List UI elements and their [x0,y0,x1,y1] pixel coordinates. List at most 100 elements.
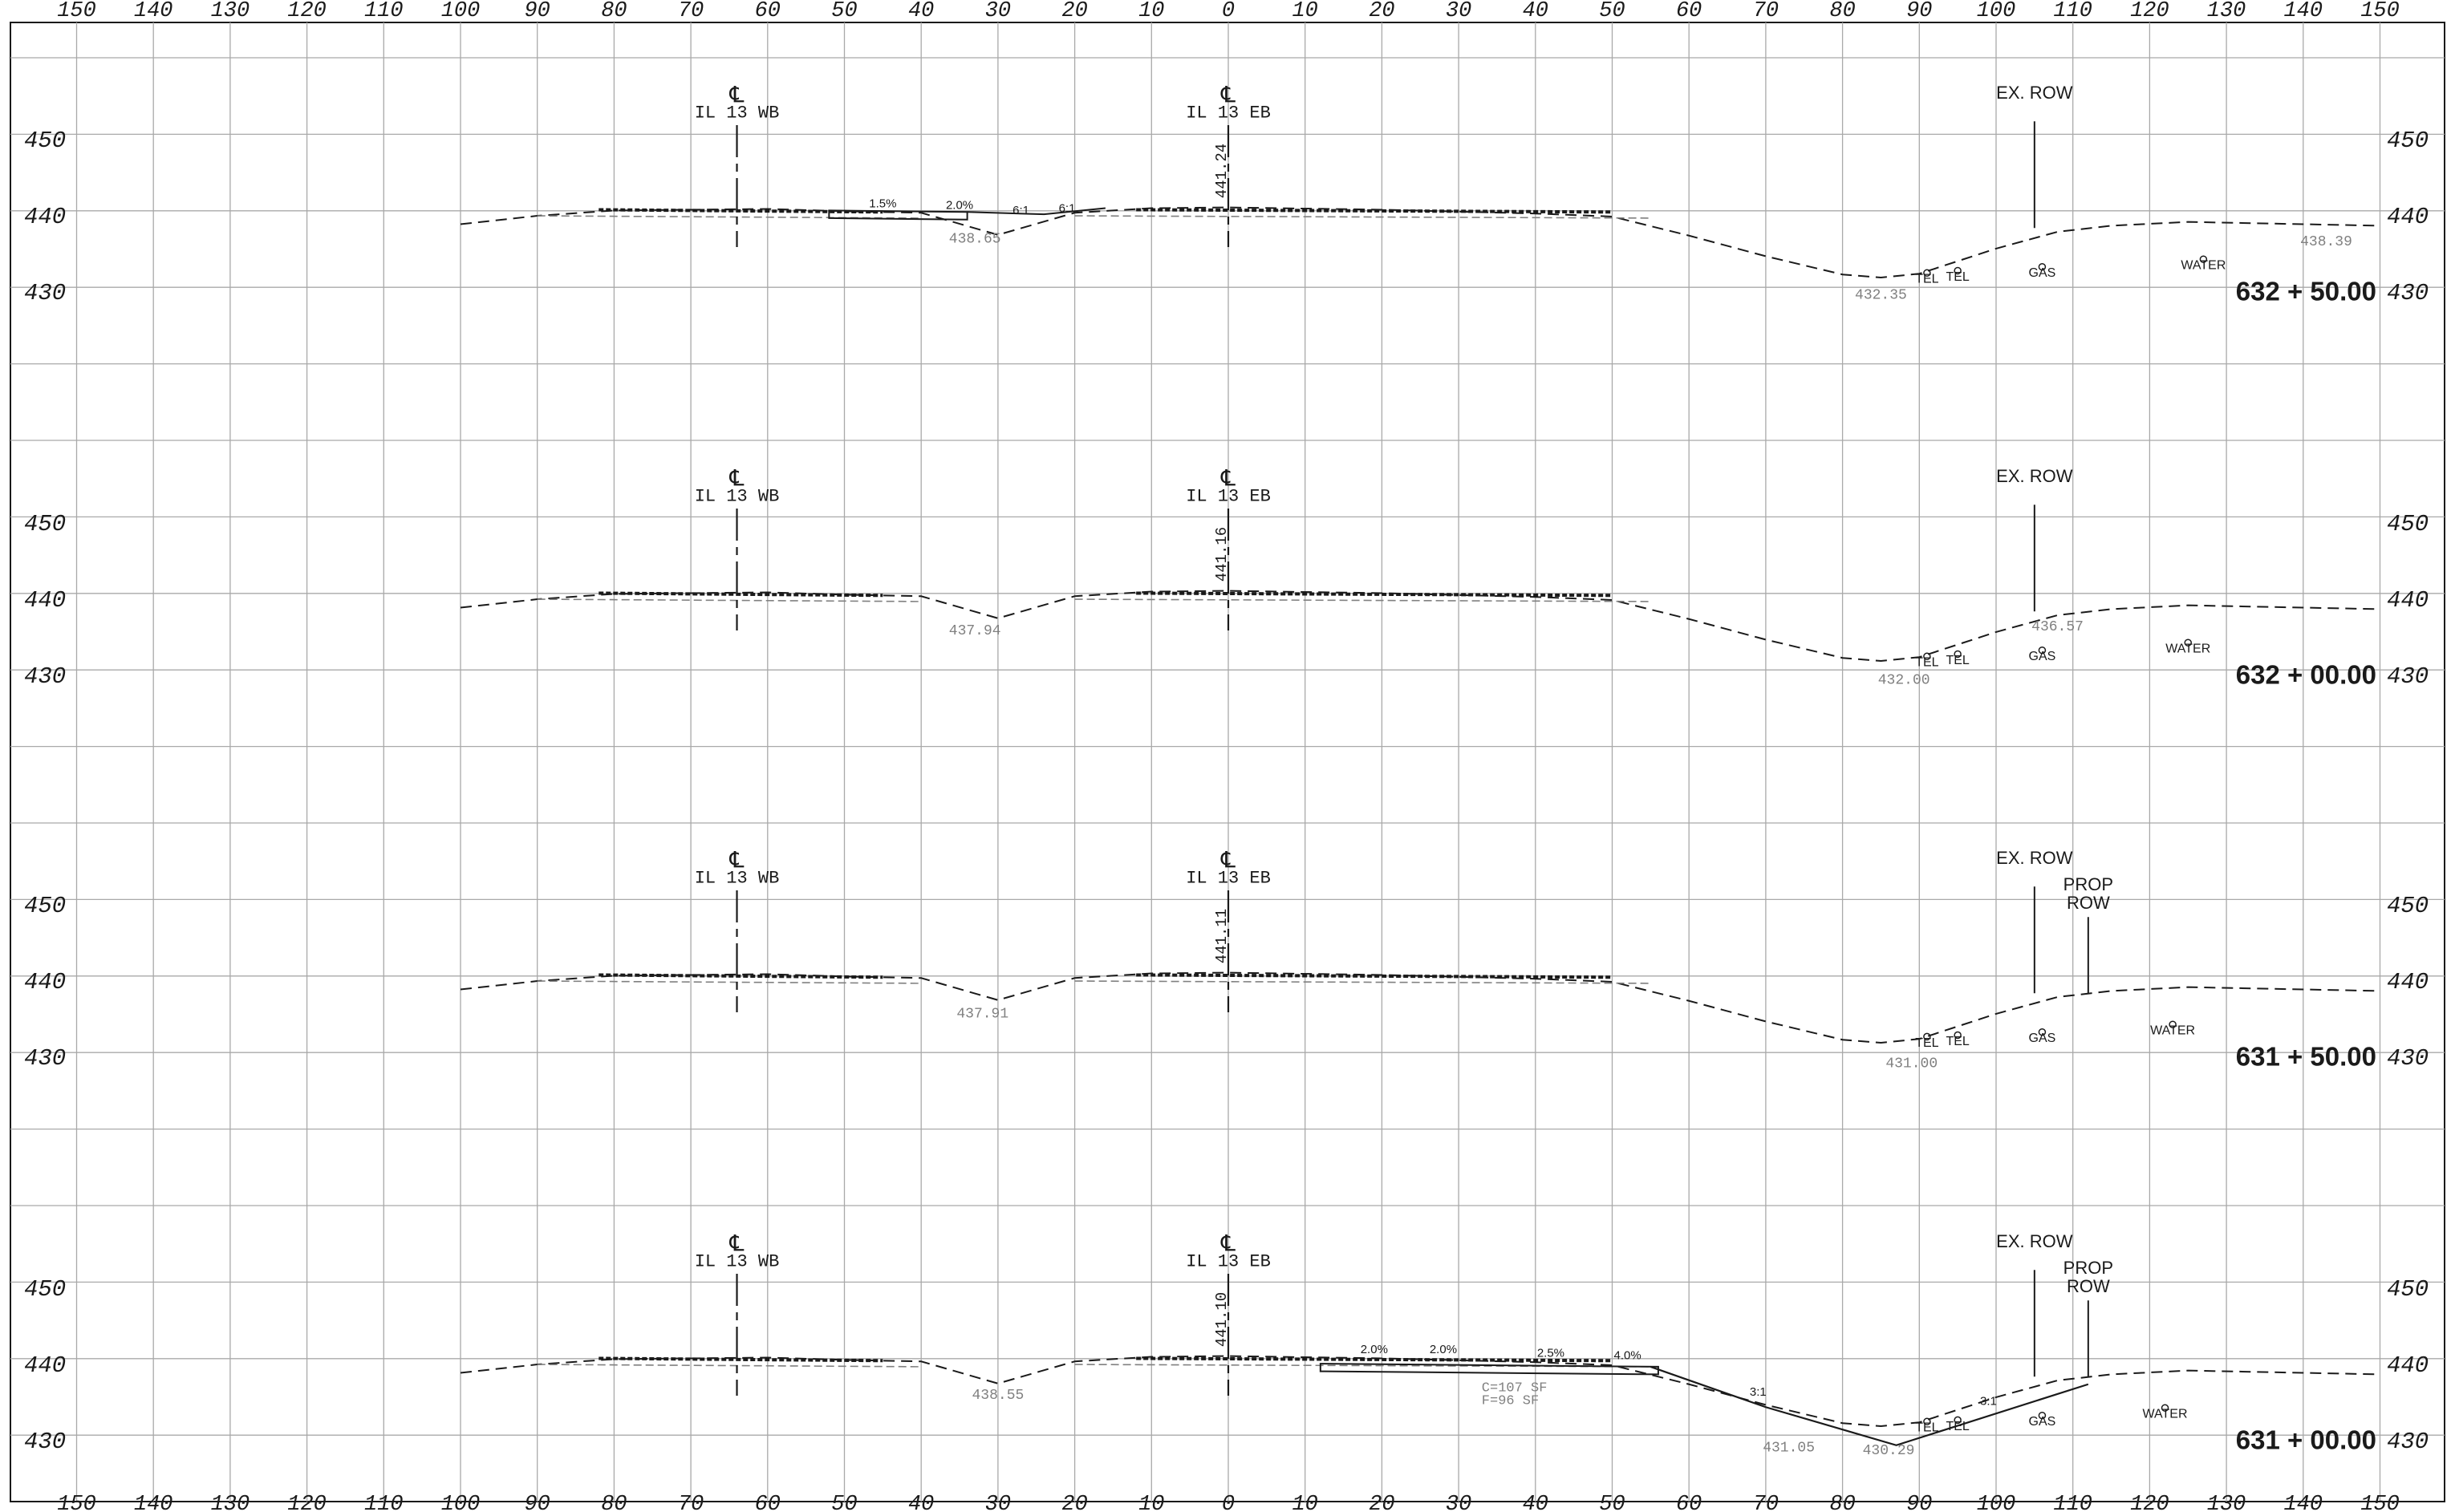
subgrade-line [537,1364,922,1368]
elevation-label-left: 450 [24,511,66,537]
offset-tick-label: 110 [364,0,404,23]
offset-tick-label: 60 [1676,1493,1702,1512]
utility-label: GAS [2029,1032,2056,1045]
elevation-label-right: 450 [2387,511,2429,537]
elevation-label-left: 450 [24,128,66,154]
slope-label: 2.0% [1430,1343,1457,1356]
offset-tick-label: 120 [287,1493,327,1512]
offset-tick-label: 140 [134,1493,173,1512]
offset-tick-label: 50 [831,1493,857,1512]
elevation-label-left: 430 [24,663,66,690]
utility-label: WATER [2150,1024,2195,1038]
offset-tick-label: 140 [134,0,173,23]
offset-tick-label: 100 [441,1493,481,1512]
centerline-symbol: ℄ [729,850,745,875]
offset-tick-label: 70 [1753,1493,1779,1512]
ex-row-label: EX. ROW [1996,466,2073,486]
elevation-label-right: 450 [2387,128,2429,154]
elevation-label-right: 430 [2387,1045,2429,1072]
prop-row-label: ROW [2067,893,2110,913]
station-label: 632 + 00.00 [2236,660,2376,690]
centerline-elevation: 441.16 [1213,527,1231,582]
existing-ground-line [460,1355,2380,1428]
offset-tick-label: 100 [441,0,481,23]
subgrade-line [537,980,922,984]
centerline-symbol: ℄ [729,85,745,110]
utility-label: TEL [1946,1035,1969,1048]
station-label: 631 + 50.00 [2236,1042,2376,1072]
offset-tick-label: 10 [1138,1493,1164,1512]
offset-tick-label: 50 [831,0,857,23]
centerline-symbol: ℄ [1220,1234,1236,1259]
elevation-callout: 438.55 [972,1388,1024,1404]
elevation-label-left: 440 [24,1352,66,1379]
utility-marker [2038,262,2047,271]
utility-label: TEL [1946,654,1969,667]
elevation-label-right: 440 [2387,204,2429,230]
station-label: 631 + 00.00 [2236,1425,2376,1455]
slope-label: 1.5% [869,197,896,211]
offset-tick-label: 90 [1906,0,1932,23]
offset-tick-label: 0 [1222,1493,1235,1512]
pavement-line [599,1356,883,1363]
offset-tick-label: 110 [2053,0,2092,23]
slope-label: 2.0% [1361,1343,1388,1356]
offset-tick-label: 20 [1061,0,1087,23]
utility-label: GAS [2029,1415,2056,1429]
offset-tick-label: 10 [1292,0,1317,23]
offset-tick-label: 90 [1906,1493,1932,1512]
offset-tick-label: 140 [2283,0,2323,23]
centerline-elevation: 441.10 [1213,1292,1231,1347]
offset-tick-label: 150 [57,0,96,23]
centerline-symbol: ℄ [1220,850,1236,875]
elevation-label-right: 450 [2387,1276,2429,1303]
offset-tick-label: 80 [1829,1493,1855,1512]
centerline-label: IL 13 EB [1186,869,1271,889]
slope-label: 6:1 [1059,201,1076,215]
offset-tick-label: 90 [524,1493,550,1512]
offset-tick-label: 150 [2360,1493,2400,1512]
centerline-label: IL 13 WB [695,487,780,507]
offset-tick-label: 110 [2053,1493,2092,1512]
offset-tick-label: 80 [601,1493,627,1512]
utility-marker [1923,269,1931,278]
elevation-callout: 432.35 [1855,288,1907,304]
subgrade-line [1074,980,1651,984]
offset-tick-label: 130 [211,1493,250,1512]
centerline-label: IL 13 WB [695,103,780,124]
elevation-callout: 437.94 [949,623,1001,639]
slope-label: 2.0% [946,199,973,213]
centerline-symbol: ℄ [1220,468,1236,493]
prop-row-label: PROP [2063,1258,2113,1278]
centerline-symbol: ℄ [1220,85,1236,110]
utility-marker [1923,1417,1931,1426]
existing-ground-line [460,590,2380,663]
pavement-line [599,591,883,598]
offset-tick-label: 130 [2207,1493,2246,1512]
utility-label: TEL [1946,270,1969,284]
elevation-label-left: 450 [24,1276,66,1303]
utility-label: TEL [1946,1420,1969,1433]
utility-label: TEL [1915,656,1938,670]
slope-label: 6:1 [1012,204,1029,217]
utility-label: TEL [1915,273,1938,286]
utility-label: WATER [2143,1408,2188,1421]
proposed-slope-line [967,207,1106,216]
utility-label: TEL [1915,1421,1938,1435]
subgrade-line [1074,598,1651,602]
elevation-label-left: 430 [24,1429,66,1455]
proposed-ditch-line [1650,1365,2089,1446]
centerline-label: IL 13 WB [695,1252,780,1272]
elevation-callout: 431.00 [1885,1056,1938,1072]
offset-tick-label: 110 [364,1493,404,1512]
offset-tick-label: 150 [57,1493,96,1512]
prop-row-label: ROW [2067,1276,2110,1296]
existing-ground-line [460,206,2380,279]
utility-marker [2038,646,2047,655]
offset-tick-label: 70 [1753,0,1779,23]
offset-tick-label: 60 [755,1493,781,1512]
offset-tick-label: 100 [1977,1493,2016,1512]
utility-marker [1923,652,1931,661]
